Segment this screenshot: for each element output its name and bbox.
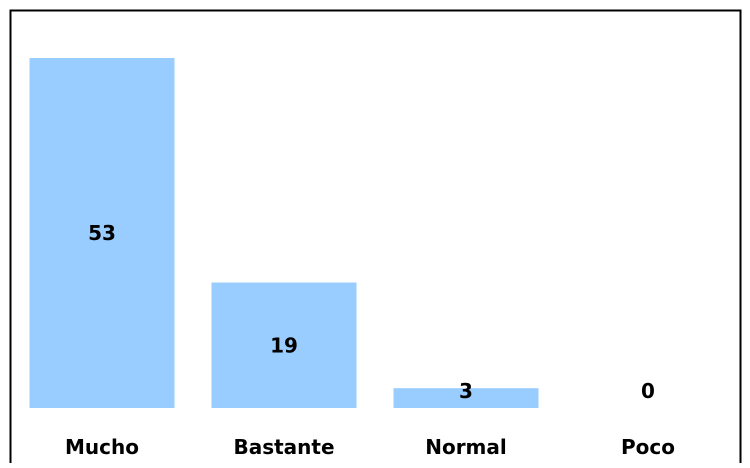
- category-labels-group: Mucho Bastante Normal Poco: [65, 435, 675, 459]
- bar-mucho: [29, 58, 175, 408]
- chart-border: [9, 9, 742, 468]
- bar-normal: [393, 388, 539, 408]
- data-labels-group: 53 19 3 0: [88, 221, 655, 403]
- value-label-poco: 0: [641, 379, 655, 403]
- value-label-bastante: 19: [270, 333, 298, 357]
- bar-bastante: [211, 282, 357, 408]
- category-label-poco: Poco: [621, 435, 675, 459]
- value-label-mucho: 53: [88, 221, 116, 245]
- category-label-mucho: Mucho: [65, 435, 139, 459]
- value-label-normal: 3: [459, 379, 473, 403]
- category-label-bastante: Bastante: [233, 435, 334, 459]
- bars-group: [29, 58, 539, 408]
- category-label-normal: Normal: [425, 435, 507, 459]
